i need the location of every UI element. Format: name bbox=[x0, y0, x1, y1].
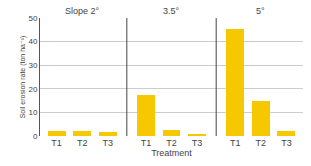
svg-text:Soil erosion rate (ton ha⁻¹): Soil erosion rate (ton ha⁻¹) bbox=[19, 36, 27, 119]
svg-text:0: 0 bbox=[33, 132, 38, 141]
svg-text:T1: T1 bbox=[230, 138, 241, 148]
svg-text:T2: T2 bbox=[77, 138, 88, 148]
svg-text:T2: T2 bbox=[256, 138, 267, 148]
svg-text:Treatment: Treatment bbox=[151, 148, 192, 158]
svg-text:30: 30 bbox=[28, 61, 37, 70]
svg-text:T3: T3 bbox=[102, 138, 113, 148]
svg-text:T1: T1 bbox=[51, 138, 62, 148]
svg-text:40: 40 bbox=[28, 37, 37, 46]
svg-text:T2: T2 bbox=[166, 138, 177, 148]
svg-text:T3: T3 bbox=[192, 138, 203, 148]
svg-text:20: 20 bbox=[28, 85, 37, 94]
svg-text:T1: T1 bbox=[141, 138, 152, 148]
svg-text:Slope 2°: Slope 2° bbox=[65, 6, 100, 16]
svg-text:5°: 5° bbox=[256, 6, 265, 16]
svg-text:10: 10 bbox=[28, 108, 37, 117]
svg-text:3.5°: 3.5° bbox=[163, 6, 180, 16]
svg-text:T3: T3 bbox=[281, 138, 292, 148]
svg-text:50: 50 bbox=[28, 14, 37, 23]
